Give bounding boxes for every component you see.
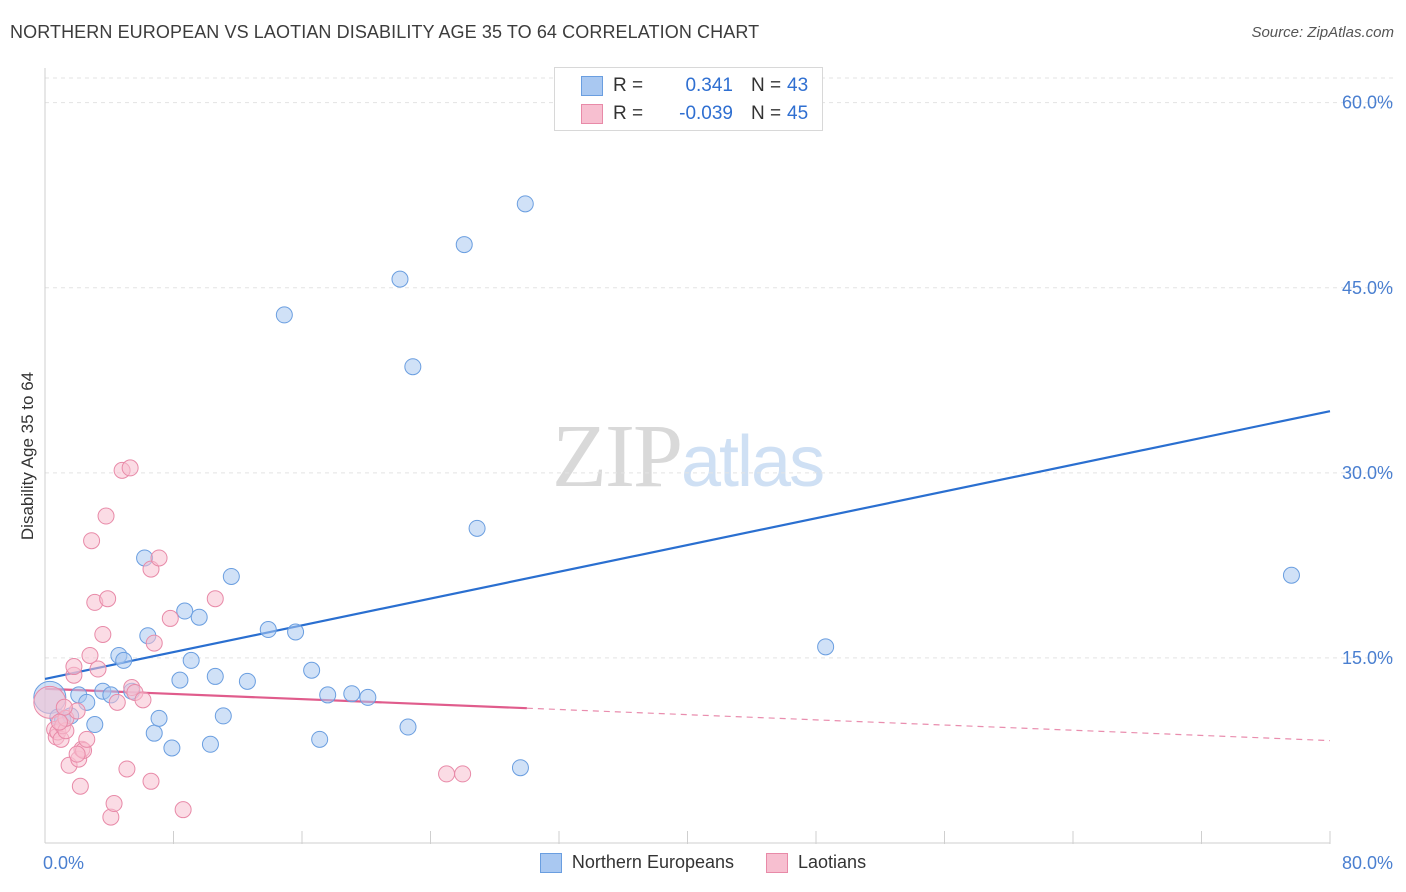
- point-laotian: [78, 730, 96, 748]
- point-laotian: [83, 532, 101, 550]
- legend-swatch-pink: [581, 104, 603, 124]
- legend-r-value: -0.039: [679, 103, 733, 124]
- point-northern-european: [1282, 566, 1300, 584]
- point-northern-european: [516, 195, 534, 213]
- point-northern-european: [359, 688, 377, 706]
- gridlines: [45, 77, 1395, 659]
- x-tick-label: 0.0%: [43, 853, 84, 873]
- point-northern-european: [171, 671, 189, 689]
- legend-label: Northern Europeans: [571, 852, 735, 872]
- legend-n-value: 43: [787, 75, 809, 96]
- point-northern-european: [511, 759, 529, 777]
- point-northern-european: [214, 707, 232, 725]
- point-northern-european: [303, 661, 321, 679]
- legend-r-label: R =: [613, 103, 644, 124]
- data-points: [33, 195, 1300, 826]
- tick-labels: 15.0% 30.0% 45.0% 60.0% 0.0% 80.0%: [43, 93, 1393, 873]
- point-northern-european: [259, 621, 277, 639]
- point-northern-european: [238, 672, 256, 690]
- legend-row-laotians: R = -0.039 N = 45: [555, 100, 808, 128]
- legend-n-label: N =: [751, 103, 782, 124]
- point-northern-european: [176, 602, 194, 620]
- point-northern-european: [311, 730, 329, 748]
- legend-swatch-blue: [539, 852, 562, 873]
- watermark-zip: ZIP: [552, 407, 683, 506]
- point-laotian: [68, 745, 86, 763]
- point-northern-european: [455, 236, 473, 254]
- point-laotian: [65, 658, 83, 676]
- stats-legend: R = 0.341 N = 43 R = -0.039 N = 45: [554, 67, 823, 131]
- point-northern-european: [222, 567, 240, 585]
- point-northern-european: [206, 667, 224, 685]
- point-northern-european: [399, 718, 417, 736]
- trend-line-laotians-extension: [526, 707, 1331, 742]
- legend-r-value: 0.341: [685, 75, 733, 96]
- point-northern-european: [287, 623, 305, 641]
- point-laotian: [94, 625, 112, 643]
- legend-row-northern-europeans: R = 0.341 N = 43: [555, 72, 808, 100]
- point-laotian: [50, 713, 68, 731]
- point-northern-european: [182, 651, 200, 669]
- point-northern-european: [201, 735, 219, 753]
- point-laotian: [161, 609, 179, 627]
- axes: [44, 68, 1331, 844]
- point-northern-european: [319, 686, 337, 704]
- legend-swatch-blue: [581, 76, 603, 96]
- point-laotian: [454, 765, 472, 783]
- point-northern-european: [468, 519, 486, 537]
- point-laotian: [118, 760, 136, 778]
- point-laotian: [174, 801, 192, 819]
- source-credit: Source: ZipAtlas.com: [1251, 24, 1394, 41]
- y-tick-label: 45.0%: [1342, 278, 1393, 298]
- point-laotian: [145, 634, 163, 652]
- trend-line-northern-europeans: [44, 410, 1331, 680]
- point-laotian: [81, 646, 99, 664]
- point-laotian: [55, 698, 73, 716]
- point-northern-european: [145, 724, 163, 742]
- point-laotian: [438, 765, 456, 783]
- point-laotian: [105, 795, 123, 813]
- legend-item-laotians[interactable]: Laotians: [766, 852, 866, 873]
- point-northern-european: [190, 608, 208, 626]
- watermark: ZIPatlas: [552, 405, 825, 508]
- legend-n-label: N =: [751, 75, 782, 96]
- point-laotian: [89, 660, 107, 678]
- y-tick-label: 60.0%: [1342, 93, 1393, 113]
- point-northern-european: [115, 651, 133, 669]
- x-tick-label: 80.0%: [1342, 853, 1393, 873]
- point-laotian: [150, 549, 168, 567]
- legend-label: Laotians: [798, 852, 867, 872]
- legend-item-northern-europeans[interactable]: Northern Europeans: [539, 852, 735, 873]
- point-northern-european: [391, 270, 409, 288]
- legend-n-value: 45: [787, 103, 809, 124]
- point-northern-european: [404, 358, 422, 376]
- y-tick-label: 30.0%: [1342, 463, 1393, 483]
- point-northern-european: [275, 306, 293, 324]
- point-laotian: [142, 772, 160, 790]
- point-laotian: [108, 693, 126, 711]
- point-northern-european: [86, 716, 104, 734]
- legend-r-label: R =: [613, 75, 644, 96]
- legend-swatch-pink: [766, 852, 789, 873]
- y-tick-label: 15.0%: [1342, 648, 1393, 668]
- point-laotian: [206, 590, 224, 608]
- point-northern-european: [163, 739, 181, 757]
- point-laotian: [121, 459, 139, 477]
- point-northern-european: [343, 685, 361, 703]
- point-northern-european: [817, 638, 835, 656]
- point-laotian: [71, 777, 89, 795]
- series-legend: Northern Europeans Laotians: [0, 852, 1406, 873]
- point-laotian: [134, 691, 152, 709]
- point-laotian: [97, 507, 115, 525]
- point-northern-european: [150, 709, 168, 727]
- watermark-atlas: atlas: [681, 422, 825, 502]
- chart-title: NORTHERN EUROPEAN VS LAOTIAN DISABILITY …: [10, 22, 760, 42]
- point-laotian: [99, 590, 117, 608]
